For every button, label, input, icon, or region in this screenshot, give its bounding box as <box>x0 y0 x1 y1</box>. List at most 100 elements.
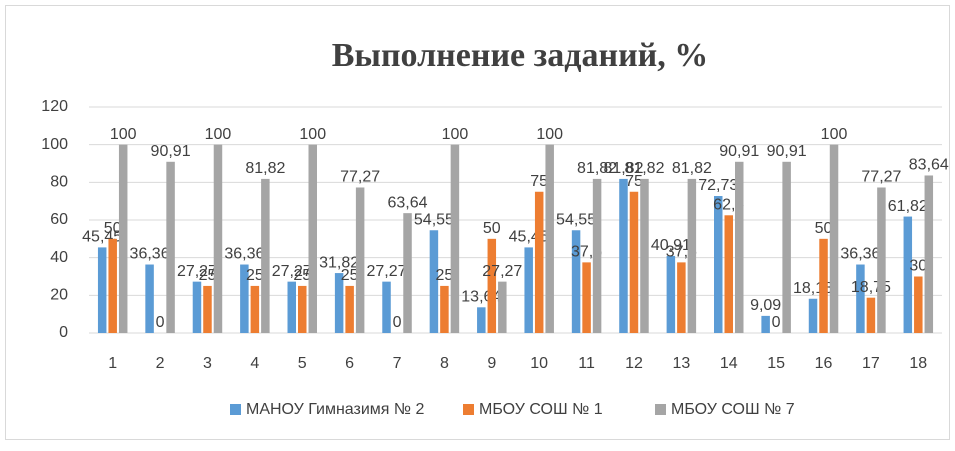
bar <box>403 213 412 333</box>
data-label: 27,27 <box>482 263 522 280</box>
data-label: 75 <box>625 173 643 190</box>
y-tick-label: 20 <box>50 287 68 304</box>
bar <box>308 144 317 333</box>
data-label: 72,73 <box>698 177 738 194</box>
x-tick-label: 15 <box>767 355 785 372</box>
data-label: 0 <box>772 314 781 331</box>
chart-title: Выполнение заданий, % <box>332 37 709 74</box>
data-label: 90,91 <box>767 143 807 160</box>
legend-swatch <box>230 404 241 415</box>
x-tick-label: 18 <box>909 355 927 372</box>
x-tick-label: 6 <box>345 355 354 372</box>
bar <box>298 285 307 333</box>
bar <box>334 273 344 333</box>
data-label: 50 <box>104 220 122 237</box>
bar <box>487 238 497 333</box>
data-label: 50 <box>483 220 501 237</box>
x-tick-label: 17 <box>862 355 880 372</box>
bar <box>724 215 733 333</box>
data-label: 36,36 <box>130 246 170 263</box>
data-label: 9,09 <box>750 297 781 314</box>
bar <box>687 178 697 333</box>
data-label: 25 <box>341 267 359 284</box>
x-tick-label: 10 <box>530 355 548 372</box>
data-label: 50 <box>815 220 833 237</box>
data-label: 54,55 <box>414 211 454 228</box>
bar <box>203 285 212 333</box>
bar <box>450 144 460 333</box>
data-label: 75 <box>530 173 548 190</box>
data-label: 100 <box>442 126 469 143</box>
bar <box>856 264 865 333</box>
data-label: 30 <box>909 258 927 275</box>
x-tick-label: 2 <box>156 355 165 372</box>
x-tick-label: 9 <box>487 355 496 372</box>
y-tick-label: 100 <box>41 136 68 153</box>
legend-swatch <box>655 404 666 415</box>
data-label: 25 <box>246 267 264 284</box>
bar <box>866 297 876 333</box>
legend-label: МБОУ СОШ № 7 <box>671 401 795 418</box>
data-label: 0 <box>393 314 402 331</box>
bar <box>355 187 365 333</box>
data-label: 25 <box>199 267 217 284</box>
data-label: 90,91 <box>151 143 191 160</box>
bar <box>545 144 554 333</box>
data-label: 90,91 <box>719 143 759 160</box>
x-tick-label: 7 <box>393 355 402 372</box>
x-tick-label: 14 <box>720 355 738 372</box>
bar <box>498 281 507 333</box>
data-label: 27,27 <box>177 263 217 280</box>
data-label: 100 <box>821 126 848 143</box>
bar <box>619 178 628 333</box>
bar <box>640 178 649 333</box>
y-tick-label: 120 <box>41 98 68 115</box>
bar <box>97 247 107 333</box>
y-tick-label: 40 <box>50 249 68 266</box>
data-label: 54,55 <box>556 211 596 228</box>
data-label: 36,36 <box>840 246 880 263</box>
data-label: 31,82 <box>319 254 359 271</box>
bar <box>782 161 791 333</box>
data-label: 100 <box>299 126 326 143</box>
bar <box>761 315 770 333</box>
x-tick-label: 3 <box>203 355 212 372</box>
bar <box>440 285 449 333</box>
bar <box>382 281 391 333</box>
data-label: 81,82 <box>245 160 285 177</box>
data-label: 81,82 <box>624 160 664 177</box>
bar <box>145 264 154 333</box>
bar <box>534 191 544 333</box>
bar <box>677 262 686 333</box>
bar <box>261 178 270 333</box>
bar <box>345 285 354 333</box>
chart-border <box>5 5 950 440</box>
bar <box>287 281 296 333</box>
bar <box>582 262 591 333</box>
data-label: 25 <box>293 267 311 284</box>
bar <box>429 230 439 333</box>
bar <box>877 187 886 333</box>
bar <box>735 161 744 333</box>
data-label: 100 <box>536 126 563 143</box>
data-label: 81,82 <box>577 160 617 177</box>
bar <box>250 285 260 333</box>
data-label: 25 <box>436 267 454 284</box>
bar <box>808 298 818 333</box>
bar <box>571 230 581 333</box>
bar <box>524 247 533 333</box>
bar <box>914 276 923 333</box>
bar <box>108 238 117 333</box>
data-label: 27,27 <box>367 263 407 280</box>
y-tick-label: 60 <box>50 211 68 228</box>
data-label: 0 <box>156 314 165 331</box>
data-label: 61,82 <box>888 198 928 215</box>
bar <box>477 307 486 333</box>
bar <box>166 161 175 333</box>
legend-label: МАНОУ Гимназимя № 2 <box>246 401 425 418</box>
y-tick-label: 0 <box>59 324 68 341</box>
data-label: 63,64 <box>388 194 428 211</box>
x-tick-label: 13 <box>672 355 690 372</box>
bar <box>819 238 828 333</box>
